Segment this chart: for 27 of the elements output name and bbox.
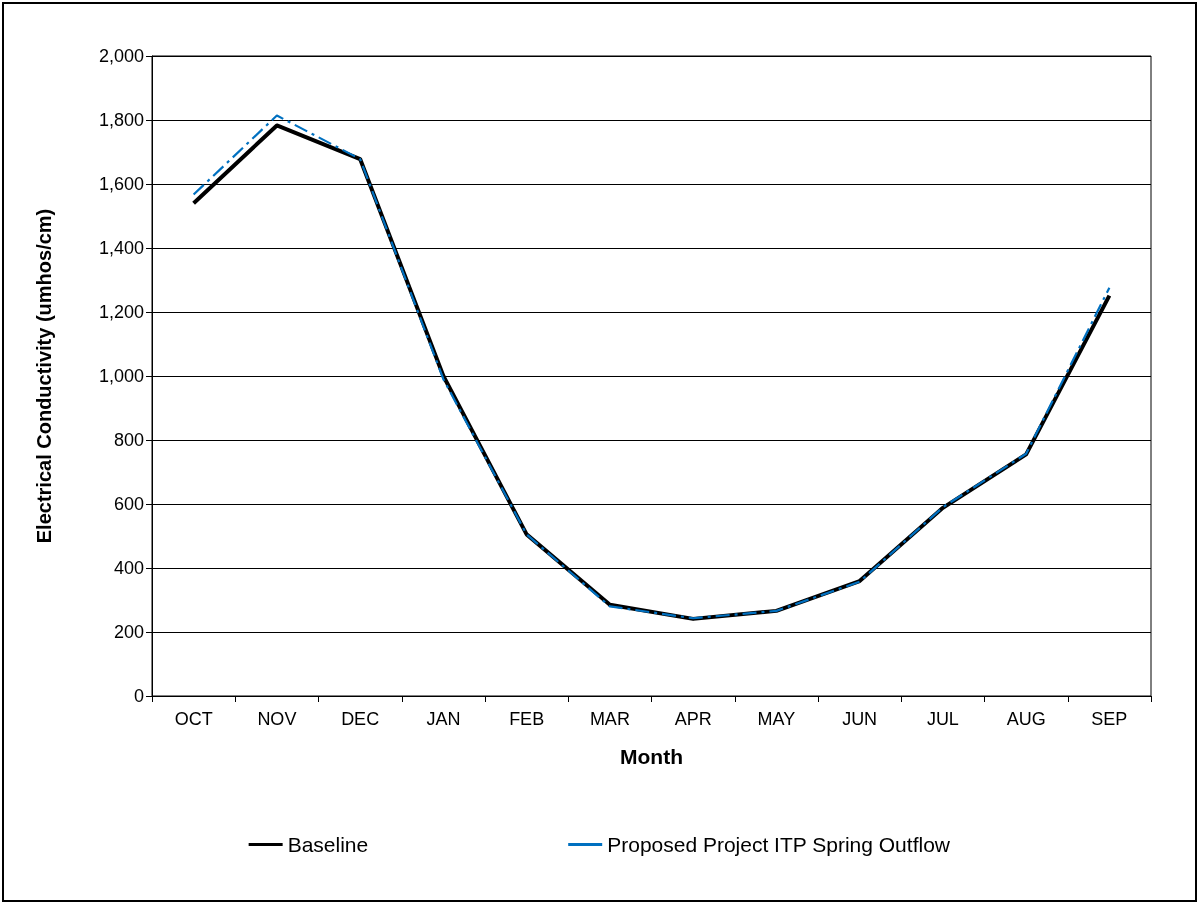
x-tick-label: MAY: [757, 709, 796, 729]
x-tick-label: SEP: [1091, 709, 1128, 729]
x-tick-label: AUG: [1006, 709, 1046, 729]
x-tick-label: FEB: [509, 709, 545, 729]
x-tick-label: JAN: [426, 709, 461, 729]
x-tick-label: APR: [674, 709, 712, 729]
y-tick-label: 1,400: [98, 238, 144, 258]
y-axis-title: Electrical Conductivity (umhos/cm): [33, 208, 55, 544]
y-tick-label: 2,000: [98, 46, 144, 66]
x-tick-label: JUL: [926, 709, 959, 729]
legend-label: Baseline: [287, 833, 369, 856]
y-tick-label: 400: [113, 558, 144, 578]
y-tick-label: 1,000: [98, 366, 144, 386]
x-axis-title: Month: [620, 745, 683, 768]
y-tick-label: 1,800: [98, 110, 144, 130]
x-tick-label: JUN: [842, 709, 878, 729]
x-tick-label: OCT: [174, 709, 213, 729]
x-tick-label: MAR: [589, 709, 630, 729]
x-tick-label: NOV: [257, 709, 297, 729]
y-tick-label: 200: [113, 622, 144, 642]
x-tick-label: DEC: [341, 709, 380, 729]
legend-label: Proposed Project ITP Spring Outflow: [607, 833, 951, 856]
y-tick-label: 600: [113, 494, 144, 514]
y-tick-label: 800: [113, 430, 144, 450]
y-tick-label: 1,200: [98, 302, 144, 322]
y-tick-label: 1,600: [98, 174, 144, 194]
y-tick-label: 0: [133, 686, 144, 706]
